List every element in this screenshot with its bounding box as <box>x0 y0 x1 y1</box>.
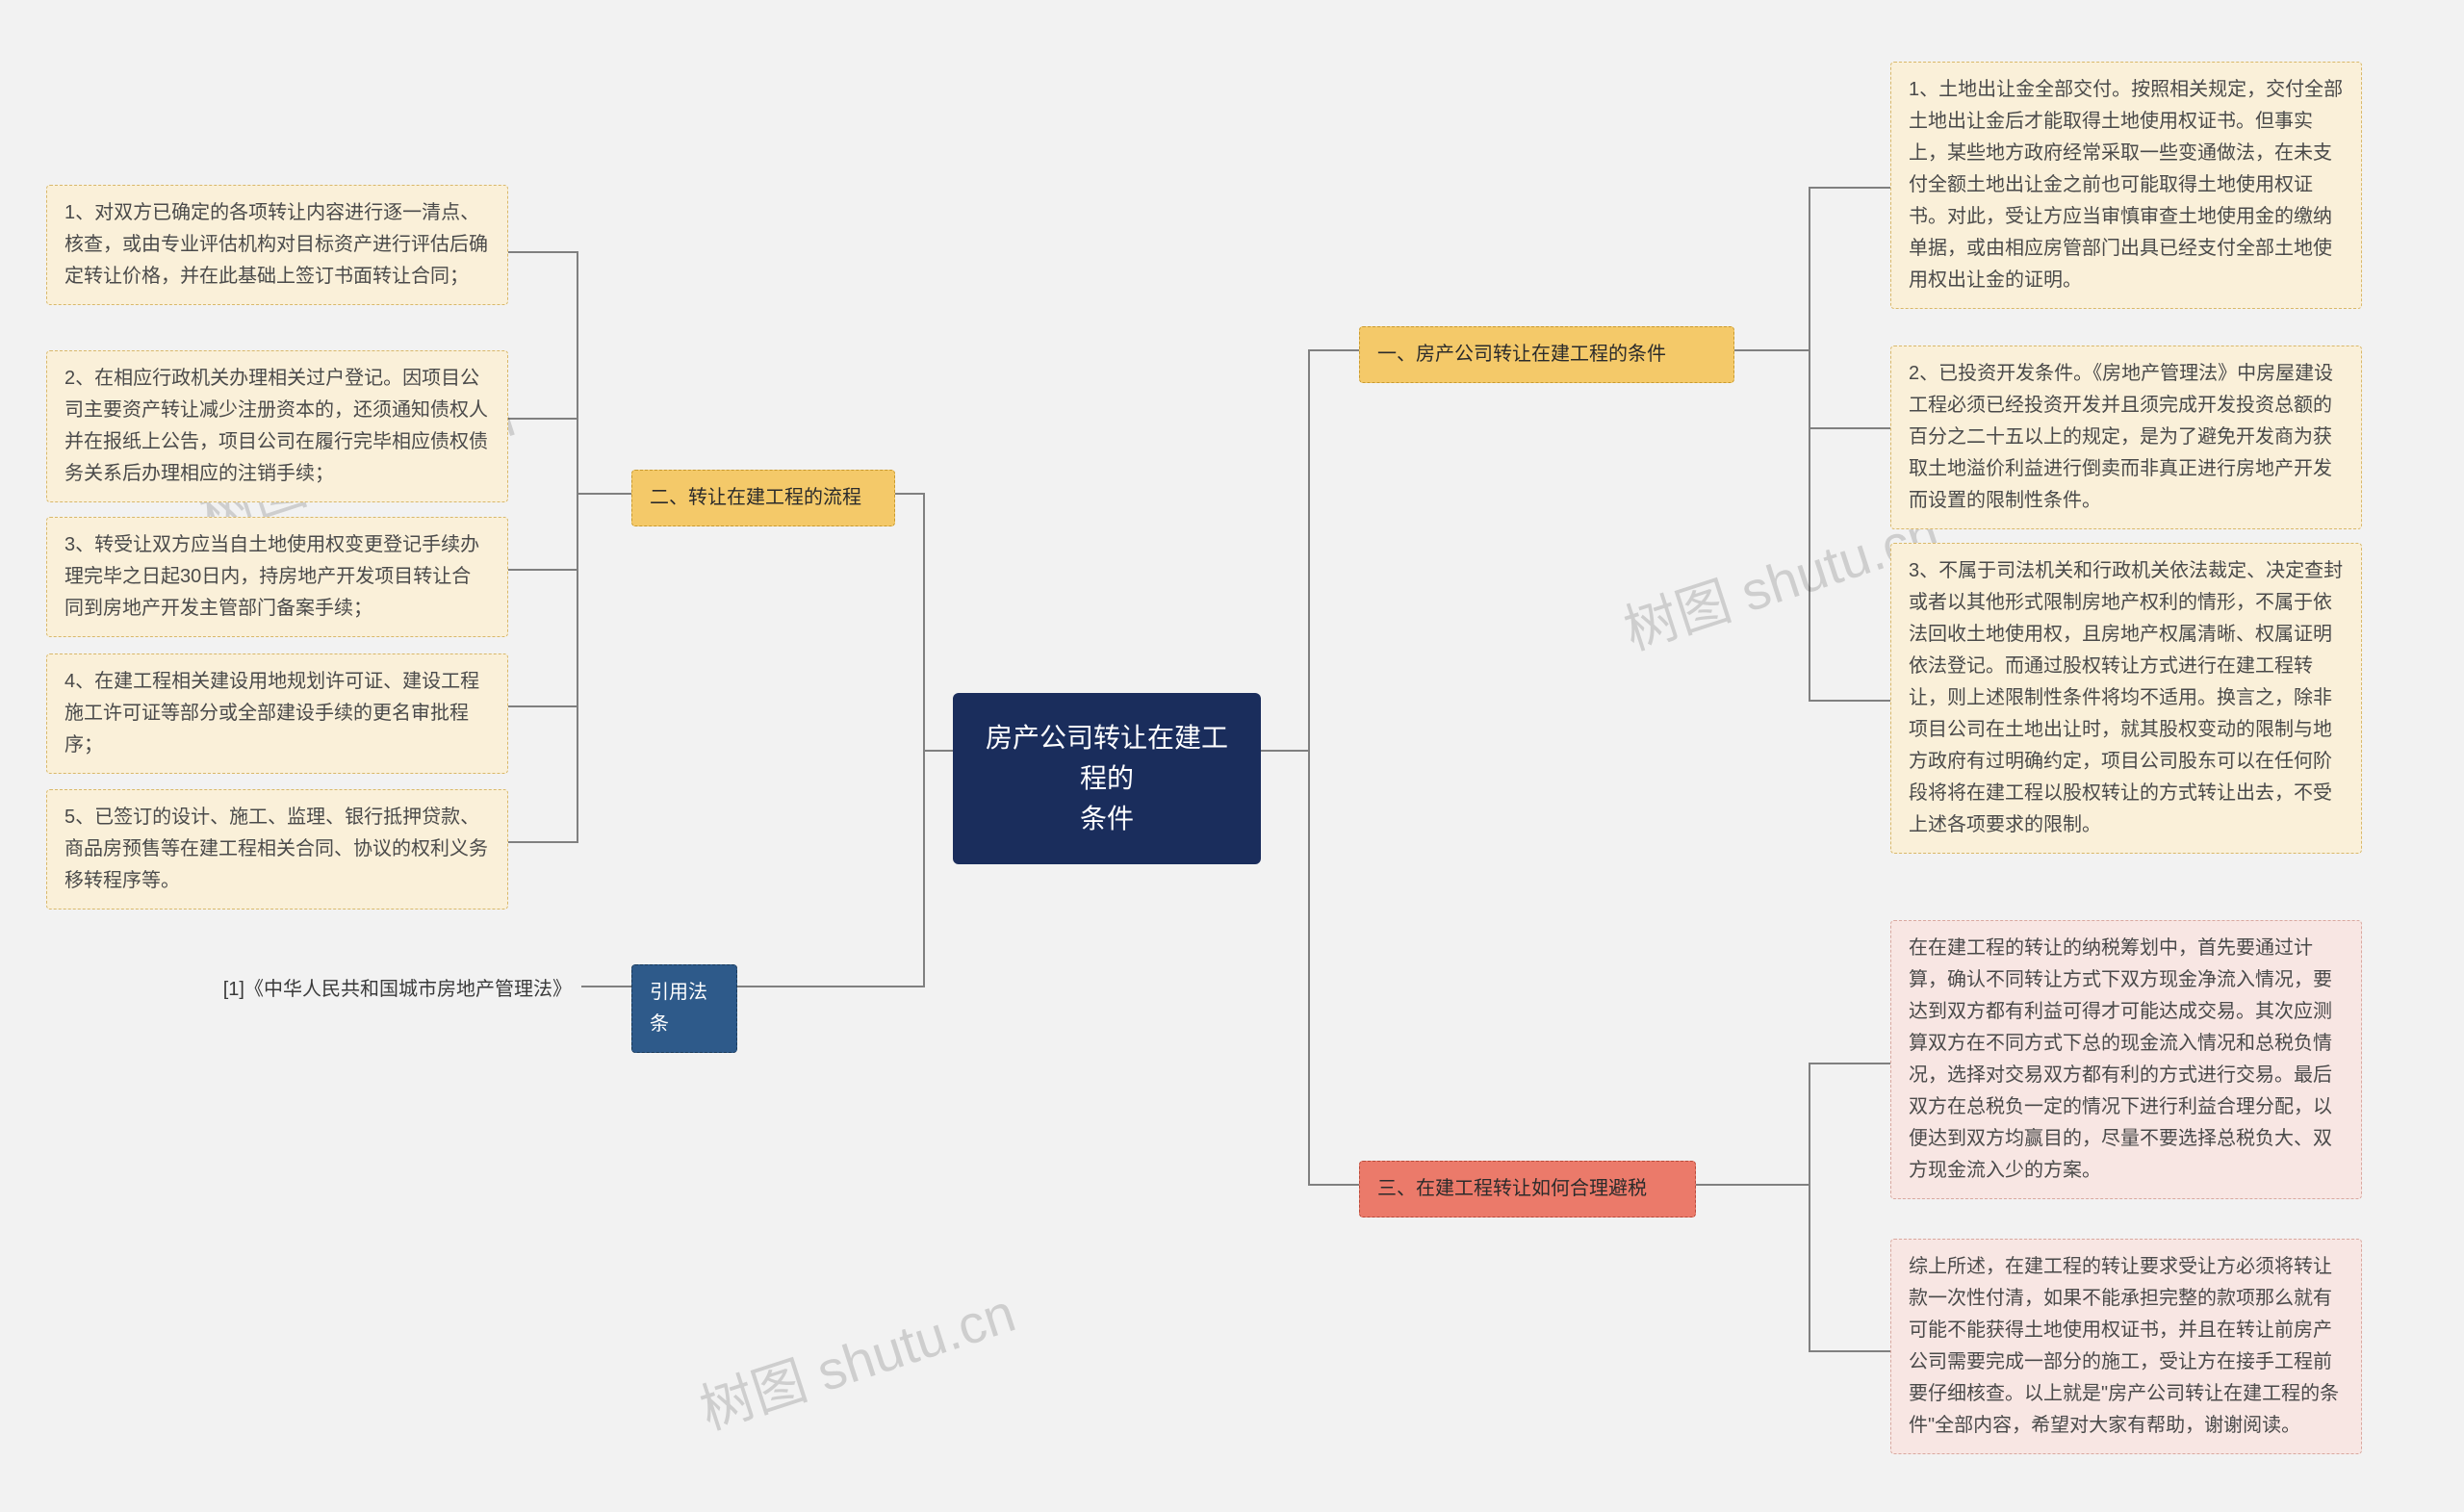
leaf-node[interactable]: 2、在相应行政机关办理相关过户登记。因项目公司主要资产转让减少注册资本的，还须通… <box>46 350 508 502</box>
leaf-node[interactable]: [1]《中华人民共和国城市房地产管理法》 <box>177 968 581 1012</box>
leaf-node[interactable]: 1、对双方已确定的各项转让内容进行逐一清点、核查，或由专业评估机构对目标资产进行… <box>46 185 508 305</box>
leaf-text: 1、对双方已确定的各项转让内容进行逐一清点、核查，或由专业评估机构对目标资产进行… <box>64 202 488 287</box>
branch-label: 引用法条 <box>650 982 707 1035</box>
leaf-text: 综上所述，在建工程的转让要求受让方必须将转让款一次性付清，如果不能承担完整的款项… <box>1909 1256 2339 1436</box>
leaf-node[interactable]: 4、在建工程相关建设用地规划许可证、建设工程施工许可证等部分或全部建设手续的更名… <box>46 653 508 774</box>
branch-process[interactable]: 二、转让在建工程的流程 <box>631 470 895 526</box>
branch-conditions[interactable]: 一、房产公司转让在建工程的条件 <box>1359 326 1734 383</box>
leaf-text: 2、在相应行政机关办理相关过户登记。因项目公司主要资产转让减少注册资本的，还须通… <box>64 368 488 484</box>
leaf-text: 4、在建工程相关建设用地规划许可证、建设工程施工许可证等部分或全部建设手续的更名… <box>64 671 479 756</box>
leaf-node[interactable]: 5、已签订的设计、施工、监理、银行抵押贷款、商品房预售等在建工程相关合同、协议的… <box>46 789 508 910</box>
leaf-node[interactable]: 3、不属于司法机关和行政机关依法裁定、决定查封或者以其他形式限制房地产权利的情形… <box>1890 543 2362 854</box>
leaf-text: 5、已签订的设计、施工、监理、银行抵押贷款、商品房预售等在建工程相关合同、协议的… <box>64 807 488 891</box>
center-node[interactable]: 房产公司转让在建工程的条件 <box>953 693 1261 864</box>
center-title: 房产公司转让在建工程的条件 <box>986 723 1228 833</box>
leaf-node[interactable]: 1、土地出让金全部交付。按照相关规定，交付全部土地出让金后才能取得土地使用权证书… <box>1890 62 2362 309</box>
leaf-text: [1]《中华人民共和国城市房地产管理法》 <box>223 979 572 1000</box>
leaf-text: 3、转受让双方应当自土地使用权变更登记手续办理完毕之日起30日内，持房地产开发项… <box>64 534 479 619</box>
leaf-text: 3、不属于司法机关和行政机关依法裁定、决定查封或者以其他形式限制房地产权利的情形… <box>1909 560 2343 835</box>
branch-label: 三、在建工程转让如何合理避税 <box>1377 1178 1647 1199</box>
branch-tax[interactable]: 三、在建工程转让如何合理避税 <box>1359 1161 1696 1217</box>
leaf-node[interactable]: 3、转受让双方应当自土地使用权变更登记手续办理完毕之日起30日内，持房地产开发项… <box>46 517 508 637</box>
watermark: 树图 shutu.cn <box>689 1270 1024 1446</box>
leaf-node[interactable]: 综上所述，在建工程的转让要求受让方必须将转让款一次性付清，如果不能承担完整的款项… <box>1890 1239 2362 1454</box>
leaf-text: 2、已投资开发条件。《房地产管理法》中房屋建设工程必须已经投资开发并且须完成开发… <box>1909 363 2333 511</box>
leaf-node[interactable]: 在在建工程的转让的纳税筹划中，首先要通过计算，确认不同转让方式下双方现金净流入情… <box>1890 920 2362 1199</box>
branch-law[interactable]: 引用法条 <box>631 964 737 1053</box>
leaf-node[interactable]: 2、已投资开发条件。《房地产管理法》中房屋建设工程必须已经投资开发并且须完成开发… <box>1890 346 2362 529</box>
branch-label: 二、转让在建工程的流程 <box>650 487 861 508</box>
leaf-text: 在在建工程的转让的纳税筹划中，首先要通过计算，确认不同转让方式下双方现金净流入情… <box>1909 937 2332 1181</box>
leaf-text: 1、土地出让金全部交付。按照相关规定，交付全部土地出让金后才能取得土地使用权证书… <box>1909 79 2343 291</box>
branch-label: 一、房产公司转让在建工程的条件 <box>1377 344 1666 365</box>
